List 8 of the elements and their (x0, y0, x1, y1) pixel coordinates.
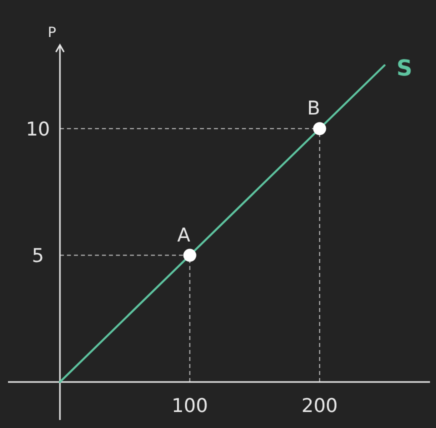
annotation: B (307, 98, 320, 120)
annotation: A (177, 224, 190, 246)
series-label: S (396, 56, 412, 82)
x-tick-label: 100 (172, 394, 208, 417)
y-tick-label: 10 (26, 118, 50, 140)
y-axis-title: P (48, 25, 56, 41)
x-tick-label: 200 (302, 394, 338, 417)
y-tick-label: 5 (32, 244, 44, 267)
